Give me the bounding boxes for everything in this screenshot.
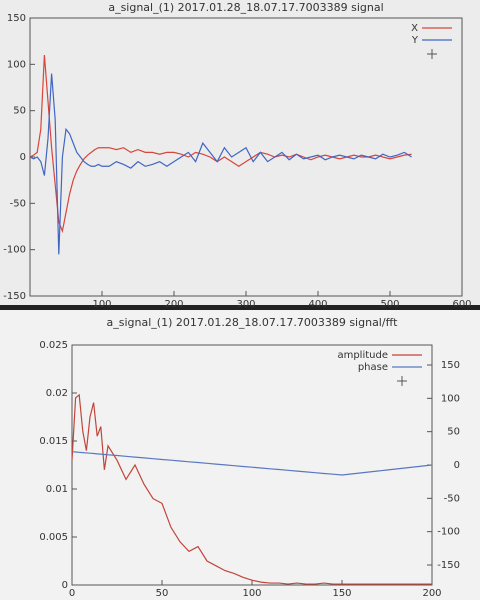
y-tick-label: -150 [3, 291, 26, 302]
y-tick-label: 0 [62, 580, 68, 591]
x-tick-label: 200 [422, 588, 441, 599]
x-tick-label: 200 [164, 299, 183, 310]
panel [0, 310, 480, 600]
x-tick-label: 100 [92, 299, 111, 310]
y2-tick-label: -50 [444, 493, 460, 504]
y-tick-label: -100 [3, 245, 26, 256]
x-tick-label: 600 [452, 299, 471, 310]
y2-tick-label: -100 [437, 527, 460, 538]
legend-label: phase [358, 362, 388, 373]
crosshair-icon [397, 376, 407, 386]
series-line [29, 55, 412, 234]
divider [0, 305, 480, 310]
y2-tick-label: 50 [447, 427, 460, 438]
y-tick-label: 50 [13, 106, 26, 117]
y-tick-label: 0 [20, 152, 26, 163]
y-tick-label: -50 [10, 198, 26, 209]
x-tick-label: 100 [242, 588, 261, 599]
y-tick-label: 0.005 [39, 532, 68, 543]
x-tick-label: 300 [236, 299, 255, 310]
x-tick-label: 50 [156, 588, 169, 599]
y-tick-label: 0.02 [46, 388, 68, 399]
legend-label: amplitude [337, 350, 388, 361]
y2-tick-label: 0 [454, 460, 460, 471]
legend-label: Y [411, 35, 419, 46]
y-tick-label: 100 [7, 59, 26, 70]
crosshair-icon [427, 49, 437, 59]
chart-title: a_signal_(1) 2017.01.28_18.07.17.7003389… [108, 1, 383, 14]
y2-tick-label: 100 [441, 393, 460, 404]
x-tick-label: 0 [69, 588, 75, 599]
y2-tick-label: 150 [441, 360, 460, 371]
chart-title: a_signal_(1) 2017.01.28_18.07.17.7003389… [107, 316, 399, 329]
series-line [71, 451, 433, 476]
series-line [71, 393, 432, 585]
y-tick-label: 150 [7, 13, 26, 24]
y-tick-label: 0.01 [46, 484, 68, 495]
legend-label: X [411, 23, 418, 34]
series-line [29, 73, 412, 255]
y-tick-label: 0.015 [39, 436, 68, 447]
y2-tick-label: -150 [437, 560, 460, 571]
x-tick-label: 150 [332, 588, 351, 599]
x-tick-label: 400 [308, 299, 327, 310]
x-tick-label: 500 [380, 299, 399, 310]
panel [0, 0, 480, 305]
y-tick-label: 0.025 [39, 340, 68, 351]
